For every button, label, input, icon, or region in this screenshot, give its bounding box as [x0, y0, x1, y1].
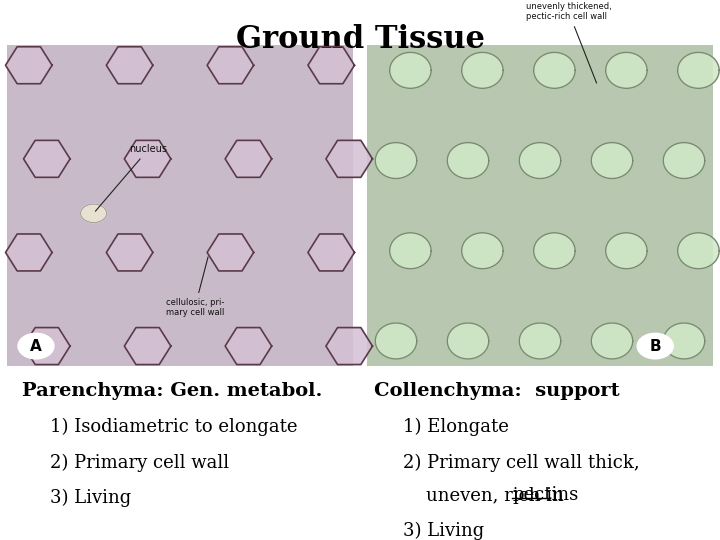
Text: 3) Living: 3) Living	[50, 489, 132, 507]
Polygon shape	[6, 47, 52, 84]
Polygon shape	[326, 328, 372, 364]
Polygon shape	[125, 328, 171, 364]
Polygon shape	[606, 52, 647, 89]
Polygon shape	[207, 47, 253, 84]
Polygon shape	[447, 143, 489, 179]
Polygon shape	[107, 234, 153, 271]
Text: Ground Tissue: Ground Tissue	[235, 24, 485, 56]
Text: unevenly thickened,
pectic-rich cell wall: unevenly thickened, pectic-rich cell wal…	[526, 2, 611, 83]
Polygon shape	[663, 323, 705, 359]
Text: 1) Isodiametric to elongate: 1) Isodiametric to elongate	[50, 417, 298, 436]
Polygon shape	[326, 140, 372, 177]
Polygon shape	[308, 234, 354, 271]
Polygon shape	[6, 234, 52, 271]
Polygon shape	[308, 47, 354, 84]
Polygon shape	[519, 143, 561, 179]
Polygon shape	[591, 143, 633, 179]
Polygon shape	[519, 323, 561, 359]
Text: 2) Primary cell wall thick,: 2) Primary cell wall thick,	[403, 453, 640, 471]
Polygon shape	[462, 233, 503, 269]
Polygon shape	[375, 143, 417, 179]
Text: 1) Elongate: 1) Elongate	[403, 417, 509, 436]
Polygon shape	[534, 233, 575, 269]
Text: 2) Primary cell wall: 2) Primary cell wall	[50, 453, 230, 471]
Polygon shape	[225, 328, 271, 364]
Polygon shape	[591, 323, 633, 359]
Text: 3) Living: 3) Living	[403, 522, 485, 540]
Bar	[367, 45, 713, 367]
Text: cellulosic, pri-
mary cell wall: cellulosic, pri- mary cell wall	[166, 257, 224, 318]
Polygon shape	[207, 234, 253, 271]
Text: pectins: pectins	[512, 487, 578, 504]
Text: Collenchyma:  support: Collenchyma: support	[374, 382, 620, 400]
Polygon shape	[390, 233, 431, 269]
Polygon shape	[678, 233, 719, 269]
Circle shape	[637, 333, 673, 359]
Polygon shape	[663, 143, 705, 179]
Polygon shape	[24, 140, 70, 177]
Polygon shape	[125, 140, 171, 177]
Text: B: B	[649, 339, 661, 354]
Polygon shape	[534, 52, 575, 89]
Bar	[7, 45, 353, 367]
Polygon shape	[606, 233, 647, 269]
Polygon shape	[375, 323, 417, 359]
Polygon shape	[678, 52, 719, 89]
Polygon shape	[447, 323, 489, 359]
Circle shape	[18, 333, 54, 359]
Text: Parenchyma: Gen. metabol.: Parenchyma: Gen. metabol.	[22, 382, 322, 400]
Polygon shape	[225, 140, 271, 177]
Polygon shape	[462, 52, 503, 89]
Circle shape	[81, 204, 107, 222]
Polygon shape	[390, 52, 431, 89]
Text: nucleus: nucleus	[96, 144, 168, 211]
Text: A: A	[30, 339, 42, 354]
Polygon shape	[107, 47, 153, 84]
Text: uneven, rich in: uneven, rich in	[403, 487, 570, 504]
Polygon shape	[24, 328, 70, 364]
